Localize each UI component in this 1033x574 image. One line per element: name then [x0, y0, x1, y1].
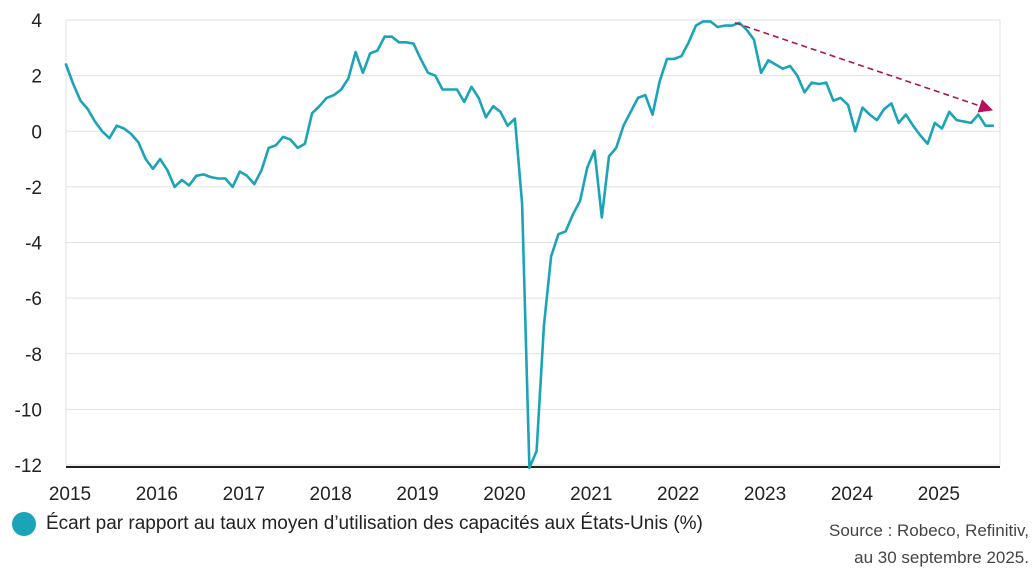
- x-tick-label: 2025: [918, 484, 960, 505]
- y-tick-label: -4: [25, 234, 42, 255]
- y-tick-label: -2: [25, 178, 42, 199]
- y-tick-label: -8: [25, 345, 42, 366]
- trend-arrow-head: [977, 99, 994, 113]
- series-line: [64, 20, 995, 470]
- x-tick-label: 2024: [831, 484, 874, 505]
- legend: Écart par rapport au taux moyen d’utilis…: [12, 512, 703, 536]
- x-tick-label: 2016: [136, 484, 178, 505]
- y-tick-label: -6: [25, 289, 42, 310]
- x-tick-label: 2021: [570, 484, 612, 505]
- gridlines: [65, 19, 1001, 468]
- y-tick-label: 0: [31, 122, 42, 143]
- source-line-1: Source : Robeco, Refinitiv,: [829, 521, 1029, 540]
- annotations: [734, 22, 994, 113]
- x-tick-label: 2015: [49, 484, 91, 505]
- x-tick-label: 2017: [223, 484, 265, 505]
- source-note: Source : Robeco, Refinitiv, au 30 septem…: [829, 517, 1029, 571]
- x-axis-tick-labels: 2015 2016 2017 2018 2019 2020 2021 2022 2023 2024…: [49, 484, 960, 505]
- series-lines: [64, 20, 995, 470]
- y-tick-label: 4: [31, 11, 42, 32]
- trend-arrow-line: [734, 22, 981, 107]
- y-tick-label: 2: [31, 67, 42, 88]
- x-tick-label: 2019: [396, 484, 438, 505]
- x-tick-label: 2020: [483, 484, 525, 505]
- line-chart: 420-2-4-6-8-10-12 2015 2016 2017 2018 2019 20…: [15, 11, 1001, 505]
- y-axis-tick-labels: 4 2 0 -2 -4 -6 -8 -10 -12: [15, 11, 43, 477]
- y-tick-label: -10: [15, 400, 42, 421]
- x-tick-label: 2018: [310, 484, 352, 505]
- y-tick-label: -12: [15, 456, 42, 477]
- legend-label: Écart par rapport au taux moyen d’utilis…: [46, 513, 703, 534]
- legend-marker: [12, 512, 36, 536]
- source-line-2: au 30 septembre 2025.: [854, 548, 1029, 567]
- x-tick-label: 2023: [744, 484, 786, 505]
- x-tick-label: 2022: [657, 484, 699, 505]
